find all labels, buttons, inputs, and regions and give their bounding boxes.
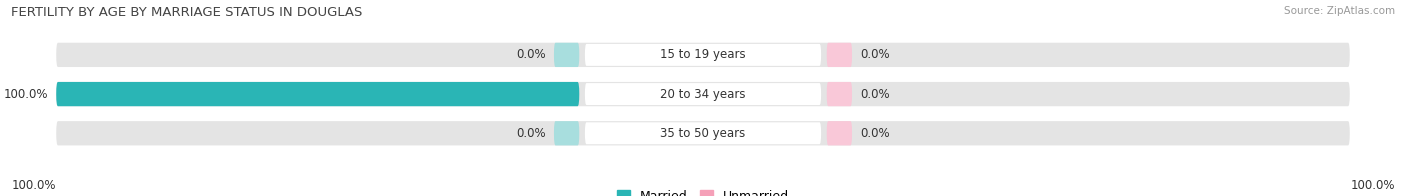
FancyBboxPatch shape xyxy=(827,121,852,145)
FancyBboxPatch shape xyxy=(554,43,579,67)
FancyBboxPatch shape xyxy=(585,122,821,144)
Text: 0.0%: 0.0% xyxy=(860,127,890,140)
Text: 100.0%: 100.0% xyxy=(1350,179,1395,192)
FancyBboxPatch shape xyxy=(56,121,1350,145)
FancyBboxPatch shape xyxy=(827,82,852,106)
FancyBboxPatch shape xyxy=(56,82,579,106)
Text: Source: ZipAtlas.com: Source: ZipAtlas.com xyxy=(1284,6,1395,16)
FancyBboxPatch shape xyxy=(56,82,1350,106)
FancyBboxPatch shape xyxy=(585,44,821,66)
Text: 100.0%: 100.0% xyxy=(11,179,56,192)
Text: 20 to 34 years: 20 to 34 years xyxy=(661,88,745,101)
FancyBboxPatch shape xyxy=(554,121,579,145)
FancyBboxPatch shape xyxy=(827,43,852,67)
Text: 100.0%: 100.0% xyxy=(3,88,48,101)
Text: 0.0%: 0.0% xyxy=(860,48,890,61)
Legend: Married, Unmarried: Married, Unmarried xyxy=(612,185,794,196)
Text: 15 to 19 years: 15 to 19 years xyxy=(661,48,745,61)
FancyBboxPatch shape xyxy=(56,43,1350,67)
Text: FERTILITY BY AGE BY MARRIAGE STATUS IN DOUGLAS: FERTILITY BY AGE BY MARRIAGE STATUS IN D… xyxy=(11,6,363,19)
Text: 35 to 50 years: 35 to 50 years xyxy=(661,127,745,140)
FancyBboxPatch shape xyxy=(585,83,821,105)
Text: 0.0%: 0.0% xyxy=(516,48,546,61)
Text: 0.0%: 0.0% xyxy=(516,127,546,140)
Text: 0.0%: 0.0% xyxy=(860,88,890,101)
